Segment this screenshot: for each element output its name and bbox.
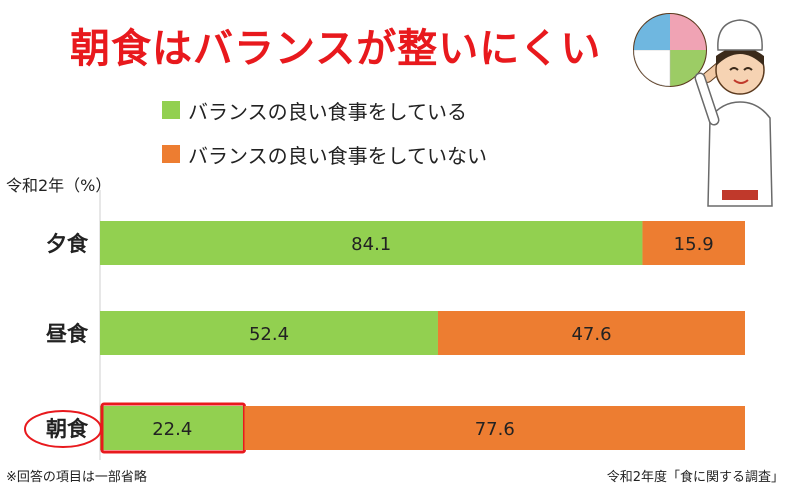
legend-label-balanced: バランスの良い食事をしている <box>188 99 467 124</box>
data-label: 22.4 <box>152 419 192 440</box>
legend-swatch-balanced <box>162 101 180 119</box>
legend-item-unbalanced: バランスの良い食事をしていない <box>162 142 487 168</box>
category-label: 昼食 <box>46 322 89 346</box>
highlight-ellipse <box>24 410 102 448</box>
nutritionist-illustration <box>633 13 773 207</box>
data-label: 15.9 <box>674 234 714 255</box>
eyes <box>729 67 753 71</box>
source-note: 令和2年度「食に関する調査」 <box>606 470 784 485</box>
stacked-bar-chart: 夕食 84.1 15.9 昼食 52.4 47.6 朝食 22.4 77.6 <box>24 190 746 460</box>
hair <box>716 47 764 66</box>
data-label: 52.4 <box>249 324 289 345</box>
unit-label: 令和2年（%） <box>6 176 112 195</box>
data-label: 47.6 <box>571 324 611 345</box>
bar-segment <box>437 311 745 355</box>
food-plate-segment <box>670 14 706 50</box>
chart-title: 朝食はバランスが整いにくい <box>70 26 602 72</box>
bar-segment <box>642 221 745 265</box>
smile <box>733 79 749 84</box>
bar-segment <box>100 221 643 265</box>
skirt <box>722 190 758 200</box>
bar-segment <box>100 311 438 355</box>
legend: バランスの良い食事をしている バランスの良い食事をしていない <box>162 98 487 186</box>
food-plate-segment <box>634 14 670 50</box>
legend-item-balanced: バランスの良い食事をしている <box>162 98 487 124</box>
chef-hat-icon <box>717 19 763 51</box>
category-label: 夕食 <box>46 232 89 256</box>
data-label: 77.6 <box>475 419 515 440</box>
bar-segment <box>100 406 245 450</box>
data-label: 84.1 <box>351 234 391 255</box>
food-plate-segment <box>633 49 671 87</box>
legend-swatch-unbalanced <box>162 145 180 163</box>
bar-segment <box>244 406 746 450</box>
legend-label-unbalanced: バランスの良い食事をしていない <box>188 143 487 168</box>
raised-arm-sleeve <box>696 74 718 124</box>
category-label: 朝食 <box>46 417 89 441</box>
food-plate-segment <box>670 50 706 86</box>
footnote: ※回答の項目は一部省略 <box>6 470 147 485</box>
